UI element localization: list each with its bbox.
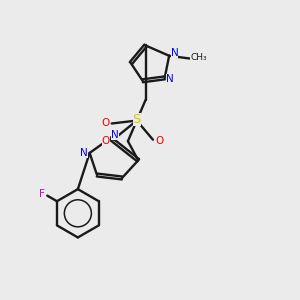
Text: O: O xyxy=(101,118,110,128)
Text: S: S xyxy=(133,112,141,126)
Text: O: O xyxy=(102,136,110,146)
Text: N: N xyxy=(111,130,119,140)
Text: CH₃: CH₃ xyxy=(190,53,207,62)
Text: O: O xyxy=(155,136,164,146)
Text: N: N xyxy=(166,74,174,84)
Text: F: F xyxy=(39,189,45,199)
Text: N: N xyxy=(171,48,178,58)
Text: N: N xyxy=(80,148,88,158)
